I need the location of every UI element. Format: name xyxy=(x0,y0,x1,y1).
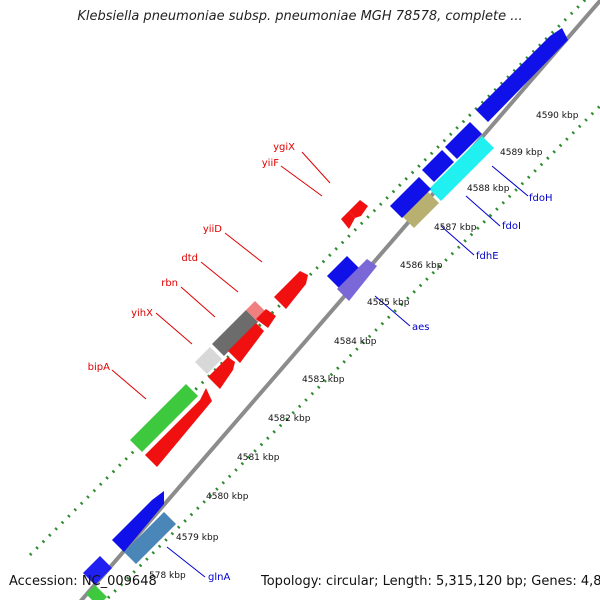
leader-fdhE xyxy=(440,225,475,256)
gene-label: glnA xyxy=(208,572,230,583)
scale-labels: 578 kbp 4579 kbp 4580 kbp 4581 kbp 4582 … xyxy=(149,111,579,581)
gene-feature[interactable] xyxy=(337,259,377,301)
leader-yiiF xyxy=(280,165,323,197)
gene-label: bipA xyxy=(88,362,110,373)
scale-label: 4583 kbp xyxy=(302,375,345,385)
scale-label: 578 kbp xyxy=(149,571,186,581)
gene-label: yiiD xyxy=(203,224,222,235)
scale-label: 4579 kbp xyxy=(176,533,219,543)
inner-strand-features xyxy=(124,28,568,564)
gene-label: yiiF xyxy=(262,158,279,169)
gene-feature[interactable] xyxy=(145,388,212,467)
gene-label: fdoH xyxy=(529,193,553,204)
gene-feature[interactable] xyxy=(274,271,308,309)
map-title: Klebsiella pneumoniae subsp. pneumoniae … xyxy=(77,9,523,24)
summary-text: Topology: circular; Length: 5,315,120 bp… xyxy=(261,574,600,589)
gene-label: fdhE xyxy=(476,251,499,262)
scale-label: 4588 kbp xyxy=(467,184,510,194)
label-leaders xyxy=(111,151,529,578)
gene-feature[interactable] xyxy=(402,191,439,228)
gene-labels-left: ygiX yiiF yiiD dtd rbn yihX bipA xyxy=(88,142,295,373)
scale-label: 4586 kbp xyxy=(400,261,443,271)
scale-label: 4581 kbp xyxy=(237,453,280,463)
scale-label: 4587 kbp xyxy=(434,223,477,233)
genome-backbone xyxy=(78,0,600,600)
gene-feature[interactable] xyxy=(228,323,264,363)
leader-fdoI xyxy=(465,195,501,227)
gene-feature[interactable] xyxy=(124,512,176,564)
leader-dtd xyxy=(200,261,239,293)
leader-yiiD xyxy=(224,232,263,263)
outer-strand-row-2 xyxy=(145,309,276,467)
gene-label: ygiX xyxy=(273,142,295,153)
gene-feature[interactable] xyxy=(349,200,368,218)
gene-feature[interactable] xyxy=(445,122,482,159)
leader-aes xyxy=(374,295,411,327)
gene-feature[interactable] xyxy=(429,136,494,201)
scale-label: 4582 kbp xyxy=(268,414,311,424)
leader-yihX xyxy=(155,312,193,345)
inner-tick-line xyxy=(106,104,600,600)
leader-bipA xyxy=(111,369,147,400)
scale-label: 4585 kbp xyxy=(367,298,410,308)
gene-feature[interactable] xyxy=(112,491,164,552)
gene-feature[interactable] xyxy=(476,28,568,122)
gene-feature[interactable] xyxy=(422,150,454,182)
gene-label: yihX xyxy=(131,308,153,319)
scale-label: 4580 kbp xyxy=(206,492,249,502)
gene-feature[interactable] xyxy=(341,211,355,229)
leader-fdoH xyxy=(491,165,529,197)
scale-label: 4590 kbp xyxy=(536,111,579,121)
gene-feature[interactable] xyxy=(208,357,235,389)
gene-label: rbn xyxy=(161,278,178,289)
outer-strand-features xyxy=(83,200,368,600)
gene-label: dtd xyxy=(181,253,198,264)
gene-labels-right: fdoH fdoI fdhE aes glnA xyxy=(208,193,553,583)
gene-feature[interactable] xyxy=(86,585,107,600)
gene-feature[interactable] xyxy=(212,310,258,356)
gene-label: aes xyxy=(412,322,430,333)
gene-feature[interactable] xyxy=(130,384,198,452)
gene-feature[interactable] xyxy=(83,556,112,585)
scale-label: 4589 kbp xyxy=(500,148,543,158)
scale-label: 4584 kbp xyxy=(334,337,377,347)
leader-glnA xyxy=(166,546,206,578)
leader-rbn xyxy=(180,286,216,318)
gene-feature[interactable] xyxy=(195,347,222,374)
gene-label: fdoI xyxy=(502,221,521,232)
gene-feature[interactable] xyxy=(390,177,431,218)
gene-feature[interactable] xyxy=(327,256,359,288)
accession-text: Accession: NC_009648 xyxy=(9,574,157,589)
leader-ygiX xyxy=(301,151,331,184)
gene-feature[interactable] xyxy=(256,309,276,328)
